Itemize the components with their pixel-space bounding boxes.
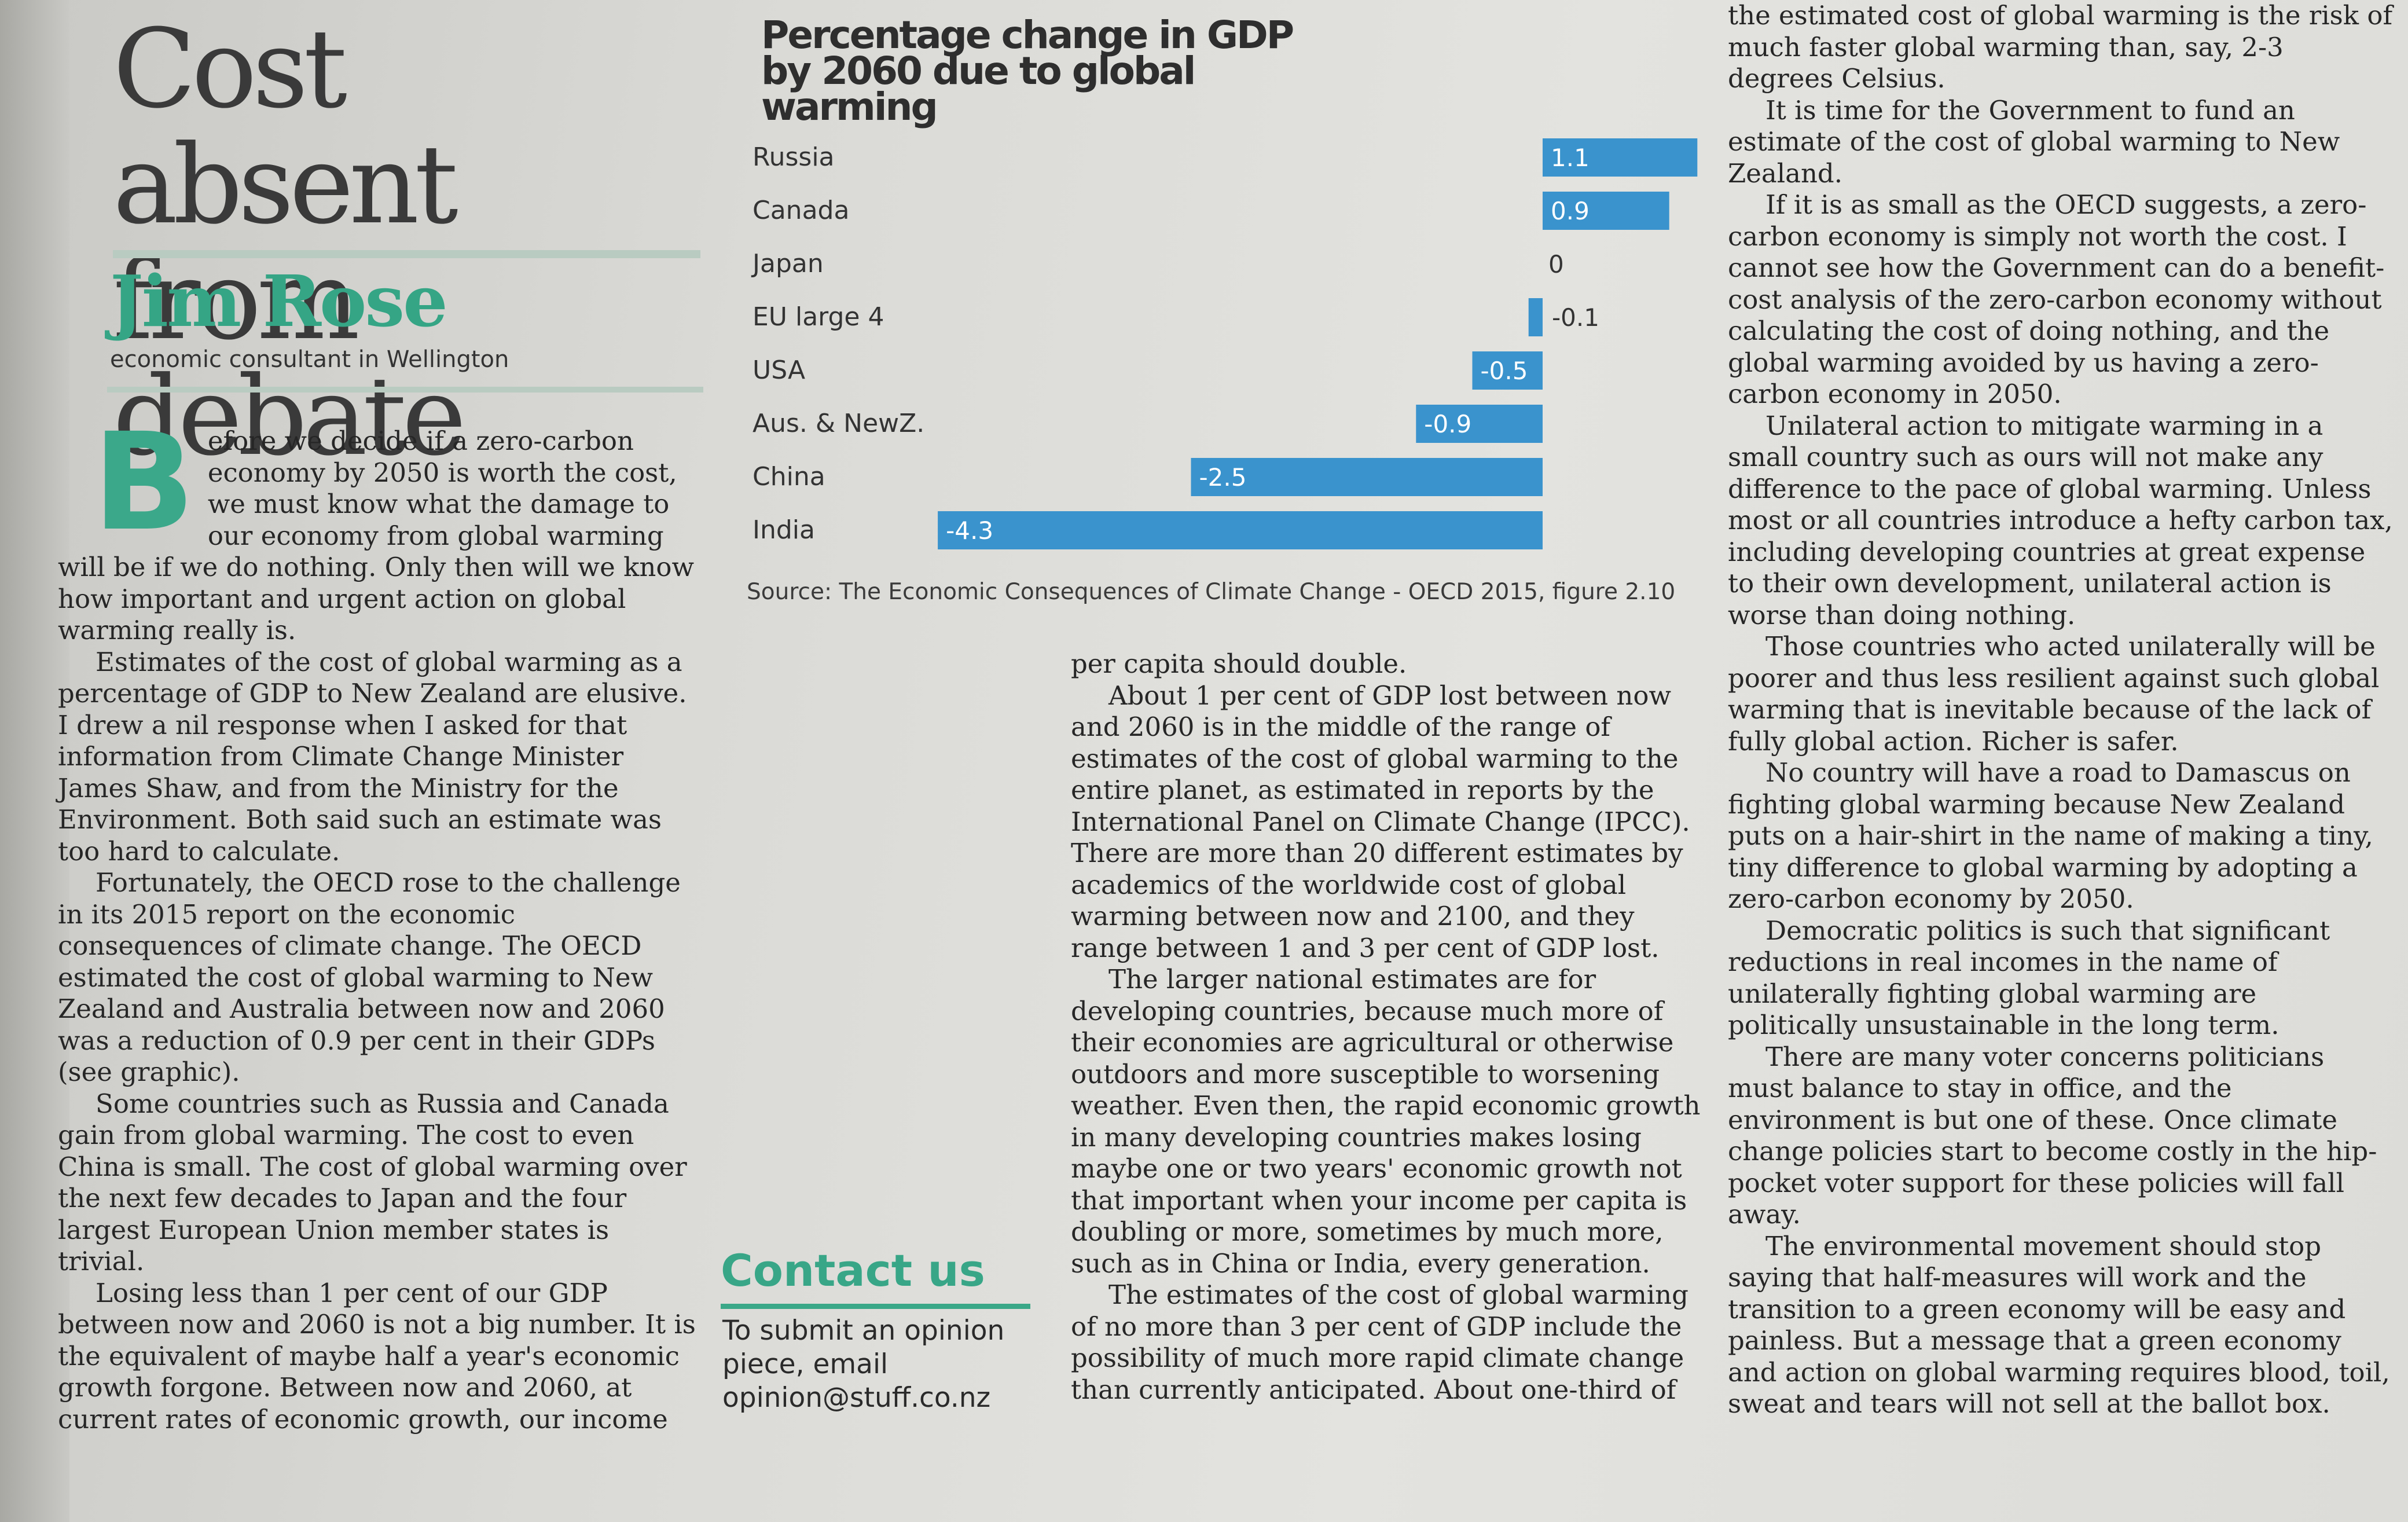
chart-source: Source: The Economic Consequences of Cli… <box>747 579 1676 605</box>
author-role: economic consultant in Wellington <box>110 346 509 373</box>
paragraph: Those countries who acted unilaterally w… <box>1728 631 2380 757</box>
page-fold-shadow <box>0 0 69 1522</box>
paragraph: the estimated cost of global warming is … <box>1728 0 2393 94</box>
paragraph: There are many voter concerns politician… <box>1728 1041 2377 1230</box>
data-label: 1.1 <box>1551 144 1590 172</box>
article-column-3: the estimated cost of global warming is … <box>1728 0 2394 1420</box>
headline-line-2: from debate <box>113 237 467 480</box>
bar <box>1543 192 1669 230</box>
data-label: -0.1 <box>1552 303 1599 332</box>
paragraph: The estimates of the cost of global warm… <box>1071 1279 1688 1405</box>
headline-rule <box>113 250 700 258</box>
paragraph: Estimates of the cost of global warming … <box>58 646 687 867</box>
data-label: 0 <box>1548 250 1564 278</box>
contact-text: To submit an opinion piece, email opinio… <box>722 1314 1047 1415</box>
bar <box>938 511 1543 549</box>
paragraph: About 1 per cent of GDP lost between now… <box>1071 680 1690 963</box>
data-label: -0.9 <box>1424 410 1471 438</box>
bar <box>1543 138 1698 177</box>
category-label: Japan <box>751 249 824 278</box>
data-label: -0.5 <box>1481 357 1528 385</box>
paragraph: The larger national estimates are for de… <box>1071 964 1701 1279</box>
paragraph: Losing less than 1 per cent of our GDP b… <box>58 1277 696 1435</box>
data-label: -4.3 <box>946 516 993 545</box>
paragraph: If it is as small as the OECD suggests, … <box>1728 189 2385 409</box>
paragraph: efore we decide if a zero-carbon economy… <box>58 426 694 646</box>
category-label: EU large 4 <box>753 302 884 332</box>
data-label: 0.9 <box>1551 197 1590 225</box>
byline-rule <box>107 387 703 393</box>
chart-title: Percentage change in GDP by 2060 due to … <box>761 13 1294 129</box>
drop-cap: B <box>93 404 195 560</box>
contact-line: piece, email <box>722 1348 889 1380</box>
bar <box>1416 405 1543 443</box>
paragraph: per capita should double. <box>1071 648 1407 679</box>
category-label: China <box>753 462 825 492</box>
paragraph: The environmental movement should stop s… <box>1728 1230 2390 1420</box>
paragraph: It is time for the Government to fund an… <box>1728 94 2340 189</box>
paragraph: Fortunately, the OECD rose to the challe… <box>58 867 681 1087</box>
paragraph: Some countries such as Russia and Canada… <box>58 1088 687 1277</box>
data-label: -2.5 <box>1199 463 1247 492</box>
author-name: Jim Rose <box>110 259 448 343</box>
bar <box>1472 351 1543 390</box>
article-column-1: B efore we decide if a zero-carbon econo… <box>58 404 700 1435</box>
bar <box>1191 458 1543 496</box>
contact-rule <box>721 1304 1030 1309</box>
article-column-2: per capita should double. About 1 per ce… <box>1071 648 1719 1406</box>
contact-title: Contact us <box>721 1245 985 1296</box>
contact-line: To submit an opinion <box>722 1315 1005 1347</box>
headline-line-1: Cost absent <box>113 6 458 248</box>
category-label: Canada <box>753 196 849 225</box>
contact-email[interactable]: opinion@stuff.co.nz <box>722 1382 991 1414</box>
category-label: India <box>753 515 815 545</box>
bar <box>1528 298 1543 336</box>
paragraph: No country will have a road to Damascus … <box>1728 757 2373 914</box>
headline: Cost absent from debate <box>113 12 692 475</box>
gdp-change-bar-chart: Russia 1.1 Canada 0.9 Japan 0 EU large 4 -0.1 US… <box>751 138 1698 549</box>
category-label: Russia <box>753 142 835 172</box>
category-label: USA <box>753 355 805 385</box>
paragraph: Democratic politics is such that signifi… <box>1728 915 2330 1041</box>
paragraph: Unilateral action to mitigate warming in… <box>1728 410 2393 630</box>
category-label: Aus. & NewZ. <box>753 409 924 438</box>
